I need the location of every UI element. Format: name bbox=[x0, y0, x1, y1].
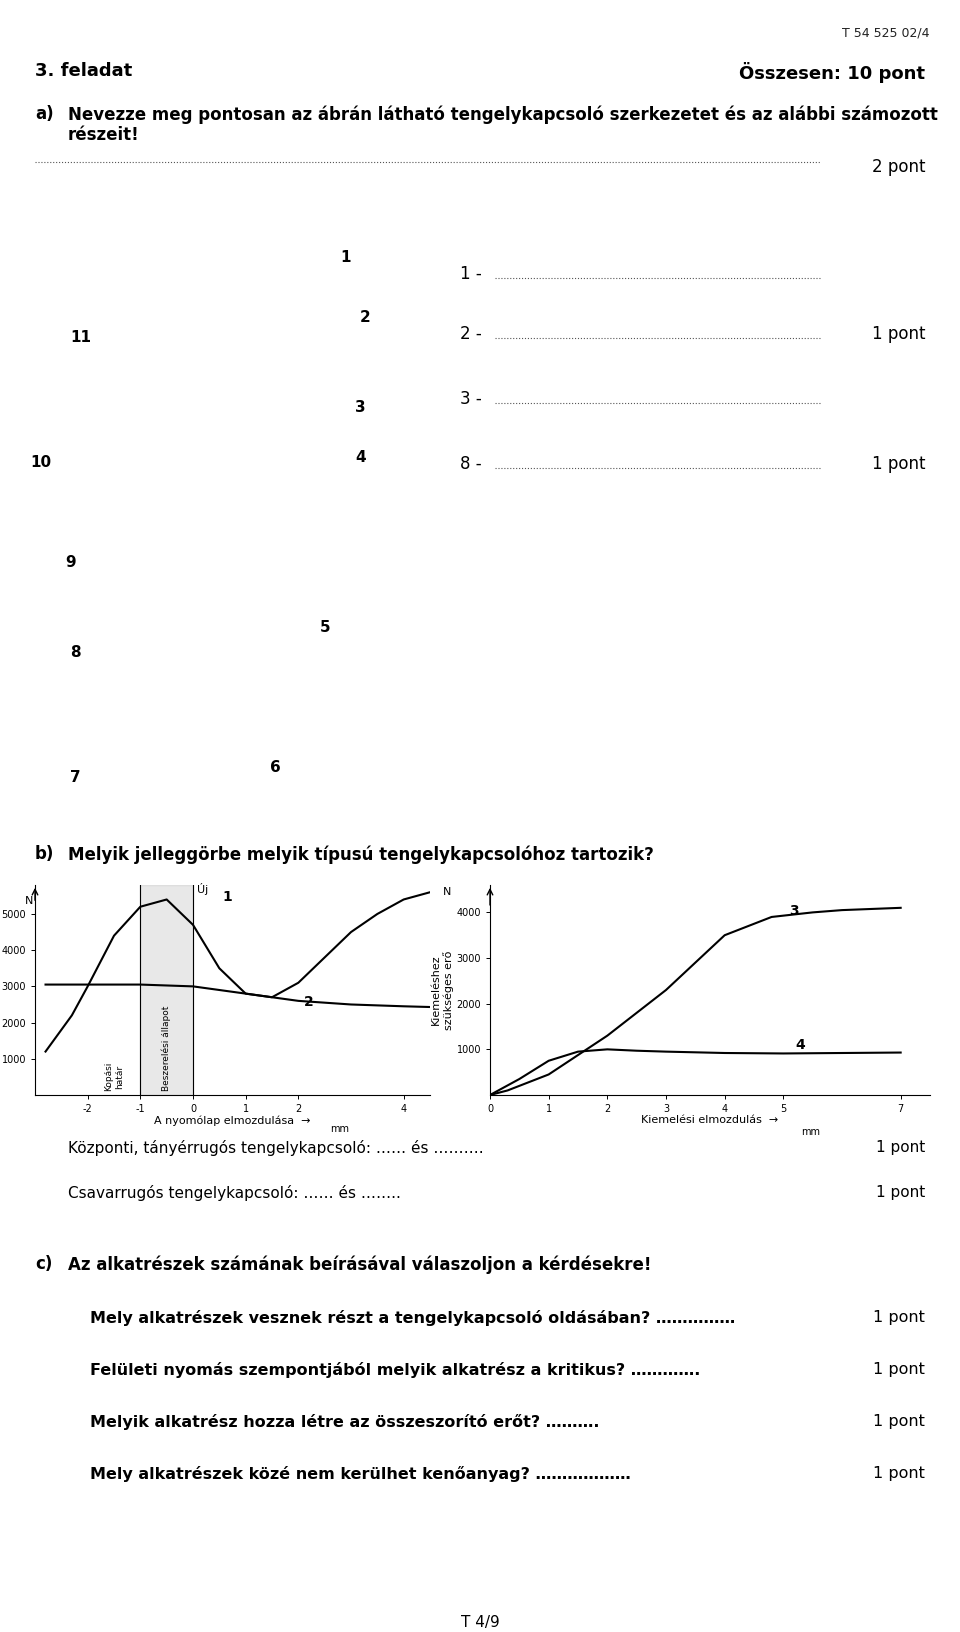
Y-axis label: Kiemeléshez
szükséges erő: Kiemeléshez szükséges erő bbox=[431, 950, 453, 1030]
Text: 1 pont: 1 pont bbox=[874, 1363, 925, 1377]
Text: N: N bbox=[24, 896, 33, 906]
Text: 1: 1 bbox=[340, 250, 350, 264]
Text: Összesen: 10 pont: Összesen: 10 pont bbox=[739, 62, 925, 83]
Text: 8 -: 8 - bbox=[460, 455, 482, 473]
Text: 5: 5 bbox=[320, 620, 330, 635]
Text: Felületi nyomás szempontjából melyik alkatrész a kritikus? ………….: Felületi nyomás szempontjából melyik alk… bbox=[90, 1363, 701, 1377]
Text: b): b) bbox=[35, 845, 55, 863]
Text: 2: 2 bbox=[303, 996, 313, 1009]
Text: Központi, tányérrugós tengelykapcsoló: …… és ……….: Központi, tányérrugós tengelykapcsoló: …… bbox=[68, 1141, 484, 1155]
X-axis label: Kiemelési elmozdulás  →: Kiemelési elmozdulás → bbox=[641, 1115, 779, 1126]
Text: mm: mm bbox=[330, 1124, 348, 1134]
Text: 10: 10 bbox=[30, 455, 51, 470]
Text: 1 pont: 1 pont bbox=[876, 1185, 925, 1200]
X-axis label: A nyomólap elmozdulása  →: A nyomólap elmozdulása → bbox=[155, 1115, 311, 1126]
Text: 3. feladat: 3. feladat bbox=[35, 62, 132, 80]
Text: 4: 4 bbox=[795, 1038, 804, 1053]
Text: 2: 2 bbox=[360, 310, 371, 325]
Text: 1: 1 bbox=[222, 891, 231, 904]
Text: Csavarrugós tengelykapcsoló: …… és ……..: Csavarrugós tengelykapcsoló: …… és …….. bbox=[68, 1185, 401, 1201]
Text: 1 pont: 1 pont bbox=[874, 1466, 925, 1480]
Text: 1 pont: 1 pont bbox=[874, 1413, 925, 1430]
Text: 1 pont: 1 pont bbox=[874, 1310, 925, 1325]
Text: T 4/9: T 4/9 bbox=[461, 1616, 499, 1630]
Text: c): c) bbox=[35, 1255, 53, 1273]
Text: 3: 3 bbox=[789, 904, 799, 917]
Text: Melyik jelleggörbe melyik típusú tengelykapcsolóhoz tartozik?: Melyik jelleggörbe melyik típusú tengely… bbox=[68, 845, 654, 863]
Text: 6: 6 bbox=[270, 761, 280, 775]
Text: T 54 525 02/4: T 54 525 02/4 bbox=[843, 26, 930, 39]
Text: Melyik alkatrész hozza létre az összeszorító erőt? ……….: Melyik alkatrész hozza létre az összeszo… bbox=[90, 1413, 599, 1430]
Text: Nevezze meg pontosan az ábrán látható tengelykapcsoló szerkezetet és az alábbi s: Nevezze meg pontosan az ábrán látható te… bbox=[68, 104, 938, 144]
Text: mm: mm bbox=[801, 1128, 820, 1138]
Text: 1 pont: 1 pont bbox=[872, 325, 925, 343]
Text: a): a) bbox=[35, 104, 54, 122]
Text: 1 -: 1 - bbox=[460, 264, 482, 282]
Text: Mely alkatrészek vesznek részt a tengelykapcsoló oldásában? ……………: Mely alkatrészek vesznek részt a tengely… bbox=[90, 1310, 735, 1325]
Text: Az alkatrészek számának beírásával válaszoljon a kérdésekre!: Az alkatrészek számának beírásával válas… bbox=[68, 1255, 652, 1273]
Text: 1 pont: 1 pont bbox=[876, 1141, 925, 1155]
Text: 8: 8 bbox=[70, 645, 81, 659]
Text: 2 -: 2 - bbox=[460, 325, 482, 343]
Text: 11: 11 bbox=[70, 330, 91, 344]
Text: N: N bbox=[444, 888, 451, 898]
Bar bbox=[140, 885, 193, 1095]
Text: Beszerelési állapot: Beszerelési állapot bbox=[162, 1005, 172, 1092]
Text: Új: Új bbox=[197, 883, 208, 894]
Text: Mely alkatrészek közé nem kerülhet kenőanyag? ………………: Mely alkatrészek közé nem kerülhet kenőa… bbox=[90, 1466, 631, 1482]
Text: 1 pont: 1 pont bbox=[872, 455, 925, 473]
Text: 4: 4 bbox=[355, 450, 366, 465]
Text: 3: 3 bbox=[355, 400, 366, 415]
Text: 7: 7 bbox=[70, 770, 81, 785]
Text: 3 -: 3 - bbox=[460, 390, 482, 408]
Text: 2 pont: 2 pont bbox=[872, 158, 925, 176]
Text: Kopási
határ: Kopási határ bbox=[105, 1062, 124, 1092]
Text: 9: 9 bbox=[65, 555, 76, 570]
